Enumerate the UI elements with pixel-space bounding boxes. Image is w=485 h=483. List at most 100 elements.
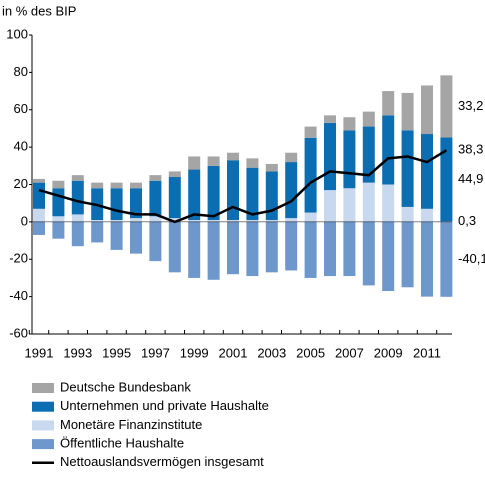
bar-segment: [265, 163, 278, 172]
bar-segment: [401, 130, 414, 207]
bar-segment: [110, 182, 123, 189]
bar-segment: [362, 126, 375, 183]
legend-swatch: [32, 401, 54, 412]
bar-segment: [382, 221, 395, 292]
y-tick-label: 20: [14, 176, 28, 191]
bar-segment: [33, 178, 45, 183]
bar-segment: [246, 221, 259, 277]
bar-segment: [285, 152, 298, 163]
bar-segment: [343, 117, 356, 131]
bar-segment: [227, 221, 239, 275]
bar-segment: [324, 190, 336, 222]
total-line: [38, 149, 448, 224]
bar-segment: [285, 221, 298, 271]
bar-segment: [382, 184, 395, 222]
bar-segment: [421, 208, 433, 222]
x-tick-label: 1993: [63, 345, 92, 360]
bar-segment: [91, 221, 104, 243]
x-tick-label: 2005: [296, 345, 325, 360]
bar-segment: [343, 221, 356, 277]
x-tick-label: 1995: [102, 345, 131, 360]
bar-segment: [149, 175, 162, 181]
bar-segment: [382, 91, 395, 116]
x-tick-label: 2011: [413, 345, 441, 360]
bar-segment: [188, 169, 201, 221]
y-axis-label: in % des BIP: [2, 3, 76, 18]
bar-segment: [304, 137, 317, 213]
legend-label: Unternehmen und private Haushalte: [60, 398, 269, 413]
x-tick-label: 2003: [257, 345, 286, 360]
x-tick-label: 2009: [374, 345, 403, 360]
bar-segment: [188, 220, 201, 222]
y-tick-label: -40: [9, 288, 28, 303]
bar-segment: [91, 182, 104, 189]
bar-segment: [401, 221, 414, 288]
bar-segment: [401, 92, 414, 131]
legend-swatch: [32, 439, 54, 450]
bar-segment: [207, 220, 220, 222]
bar-segment: [421, 85, 433, 135]
y-tick-label: -60: [9, 325, 28, 340]
bar-segment: [168, 177, 181, 219]
bar-segment: [304, 126, 317, 138]
bar-segment: [285, 218, 298, 222]
bar-segment: [52, 221, 65, 239]
bar-segment: [227, 220, 239, 222]
bar-segment: [33, 208, 45, 222]
bar-segment: [207, 165, 220, 221]
bar-segment: [401, 206, 414, 222]
bar-segment: [440, 137, 453, 222]
bar-segment: [246, 167, 259, 221]
bar-segment: [227, 160, 239, 221]
bar-segment: [362, 111, 375, 127]
bar-segment: [265, 221, 278, 273]
y-tick-label: 0: [21, 213, 28, 228]
bar-segment: [130, 188, 142, 219]
bar-segment: [91, 220, 104, 222]
bar-segment: [343, 130, 356, 189]
y-tick-label: 80: [14, 64, 28, 79]
y-tick-label: -20: [9, 251, 28, 266]
value-label: 0,3: [458, 213, 476, 228]
bar-segment: [33, 182, 45, 209]
x-tick-label: 1991: [25, 345, 54, 360]
bar-segment: [110, 220, 123, 222]
bar-segment: [246, 220, 259, 222]
value-label: 38,3: [458, 142, 483, 157]
bar-segment: [110, 188, 123, 221]
bar-segment: [52, 188, 65, 217]
bar-segment: [246, 158, 259, 168]
x-tick-label: 2001: [219, 345, 248, 360]
bar-segment: [168, 218, 181, 222]
bar-segment: [130, 182, 142, 189]
value-label: 33,2: [458, 98, 483, 113]
y-tick-label: 100: [6, 26, 28, 41]
bar-segment: [71, 180, 84, 215]
y-tick-label: 40: [14, 139, 28, 154]
bar-segment: [52, 216, 65, 222]
bar-segment: [304, 221, 317, 278]
bar-segment: [265, 220, 278, 222]
bar-segment: [207, 221, 220, 280]
bar-segment: [362, 182, 375, 222]
bar-segment: [324, 115, 336, 123]
value-label: 44,9: [458, 171, 483, 186]
bar-segment: [168, 221, 181, 273]
value-label: -40,1: [458, 251, 485, 266]
bar-segment: [440, 75, 453, 138]
bar-segment: [149, 180, 162, 217]
bar-segment: [421, 134, 433, 209]
bar-segment: [188, 156, 201, 170]
bar-segment: [168, 171, 181, 178]
bar-segment: [324, 221, 336, 277]
bar-segment: [304, 212, 317, 222]
bar-segment: [71, 221, 84, 247]
legend-swatch: [32, 383, 54, 393]
bar-segment: [71, 214, 84, 222]
legend-label: Monetäre Finanzinstitute: [60, 417, 202, 432]
bar-segment: [285, 162, 298, 219]
x-tick-label: 1999: [180, 345, 209, 360]
bar-segment: [33, 221, 45, 235]
legend-swatch: [32, 420, 54, 431]
